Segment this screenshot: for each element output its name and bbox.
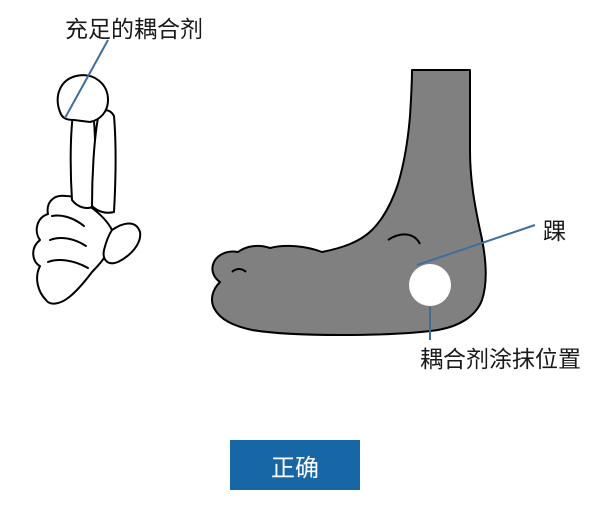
diagram-canvas [0, 0, 600, 516]
foot-illustration [212, 70, 486, 335]
gel-spot-marker [409, 264, 451, 306]
gel-position-label: 耦合剂涂抹位置 [420, 340, 581, 374]
hand-illustration [33, 75, 140, 303]
correct-badge: 正确 [230, 440, 360, 490]
gel-label: 充足的耦合剂 [65, 10, 203, 44]
badge-text: 正确 [271, 448, 319, 483]
ankle-label: 踝 [543, 212, 566, 246]
